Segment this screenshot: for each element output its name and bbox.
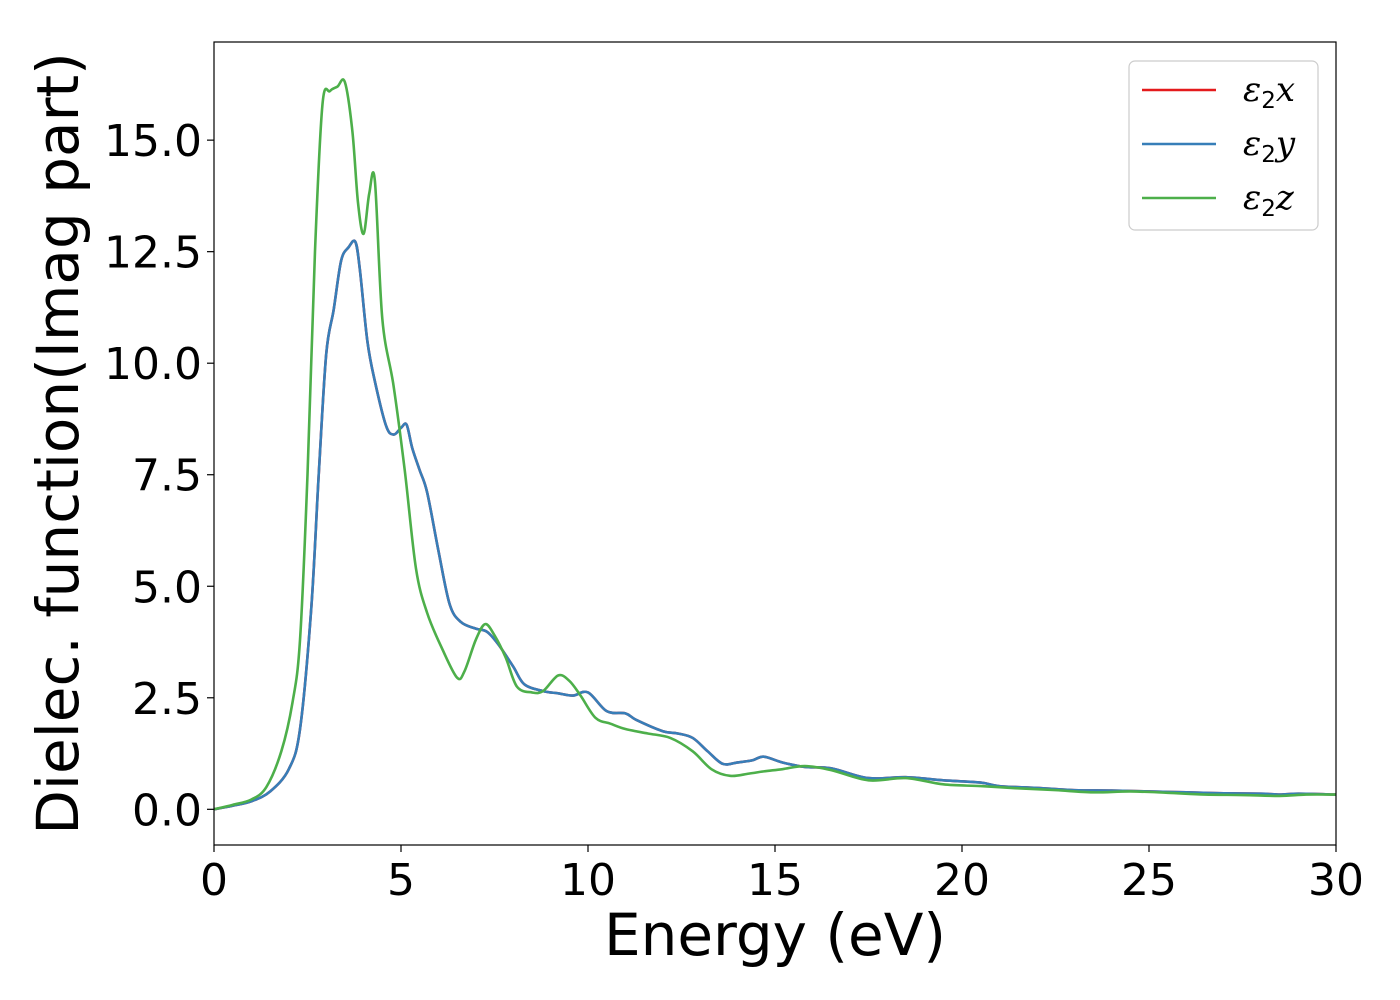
x-tick-label: 15 [747,855,803,906]
legend-label-symbol: ε [1243,70,1261,110]
legend-label-subscript: 2 [1261,88,1276,114]
x-tick-label: 10 [560,855,616,906]
x-tick-label: 25 [1121,855,1177,906]
legend-label-component: z [1275,178,1295,218]
x-tick-label: 0 [200,855,228,906]
x-axis-label: Energy (eV) [604,901,946,969]
y-tick-label: 15.0 [104,116,202,167]
y-tick-label: 0.0 [132,785,202,836]
legend-label-z: ε2z [1243,178,1295,222]
y-tick-label: 2.5 [132,674,202,725]
x-tick-label: 30 [1308,855,1364,906]
y-axis-label: Dielec. function(Imag part) [24,52,92,835]
y-tick-label: 12.5 [104,228,202,279]
legend-label-x: ε2x [1243,70,1295,114]
x-axis-ticks: 0 5 10 15 20 25 30 [200,845,1364,906]
y-tick-label: 7.5 [132,451,202,502]
legend-label-subscript: 2 [1261,142,1276,168]
legend-box [1128,60,1319,231]
legend-label-subscript: 2 [1261,196,1276,222]
legend-label-component: x [1276,70,1295,110]
y-tick-label: 5.0 [132,562,202,613]
legend-label-y: ε2y [1243,124,1296,168]
series-line-z [213,78,1337,811]
y-axis-ticks: 0.0 2.5 5.0 7.5 10.0 12.5 15.0 [104,116,214,836]
legend-label-symbol: ε [1243,178,1261,218]
y-tick-label: 10.0 [104,339,202,390]
legend-label-component: y [1274,124,1296,164]
series-layer [213,78,1337,811]
legend-label-symbol: ε [1243,124,1261,164]
x-tick-label: 20 [934,855,990,906]
x-tick-label: 5 [387,855,415,906]
